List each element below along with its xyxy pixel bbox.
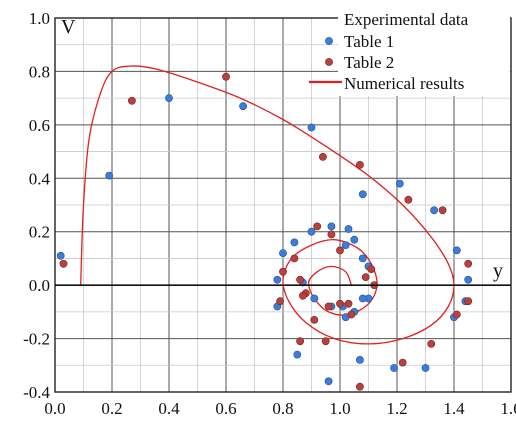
table-1-point (56, 251, 65, 260)
y-tick-label: -0.2 (23, 330, 50, 349)
table-2-point (355, 160, 364, 169)
y-tick-label: 0.6 (29, 116, 50, 135)
y-tick-label: 0.0 (29, 276, 50, 295)
plot-frame (54, 17, 512, 393)
table-2-point (298, 291, 307, 300)
x-tick-label: 1.6 (500, 399, 516, 418)
table-2-point (296, 337, 304, 346)
table-2-point (464, 259, 473, 268)
legend-label-numerical: Numerical results (344, 74, 464, 93)
table-1-point (358, 294, 367, 303)
table-2-point (296, 275, 304, 284)
table-1-point (464, 275, 473, 284)
table-1-point (324, 377, 333, 386)
table-2-point (355, 382, 364, 391)
table-1-point (341, 241, 350, 249)
table-1-point (395, 179, 404, 188)
table-1-point (358, 190, 367, 199)
table-1-point (293, 350, 302, 359)
table-2-point (313, 222, 322, 231)
x-tick-label: 0.0 (44, 399, 65, 418)
table-2-point (336, 246, 344, 255)
table-2-point (404, 195, 413, 204)
x-tick-label: 0.4 (158, 399, 180, 418)
table-2-point (324, 302, 333, 311)
table-2-point (452, 310, 461, 319)
legend-marker-table-1 (325, 37, 333, 45)
y-tick-label: 0.2 (29, 223, 50, 242)
table-1-point (279, 249, 287, 257)
x-tick-label: 0.2 (101, 399, 122, 418)
y-tick-label: 0.8 (29, 62, 50, 81)
table-2-point (327, 230, 336, 239)
table-1-point (452, 246, 461, 255)
table-2-point (361, 273, 370, 281)
table-1-point (355, 355, 364, 364)
table-2-point (438, 206, 447, 215)
table-2-point (318, 152, 327, 161)
series-table-2 (59, 72, 473, 391)
y-axis-label: V (61, 16, 76, 38)
x-tick-label: 0.8 (272, 399, 293, 418)
legend-marker-table-2 (325, 58, 333, 66)
table-1-point (358, 254, 367, 263)
table-1-point (239, 102, 247, 111)
table-2-point (279, 267, 287, 276)
table-1-point (165, 94, 173, 102)
table-2-point (427, 339, 436, 348)
x-tick-label: 1.4 (443, 399, 465, 418)
table-1-point (105, 171, 114, 180)
table-2-point (276, 297, 284, 306)
table-2-point (398, 358, 407, 367)
table-1-point (421, 364, 430, 372)
table-1-point (344, 225, 353, 233)
series-table-1 (56, 94, 473, 386)
table-1-point (307, 227, 316, 236)
table-1-point (430, 206, 438, 215)
y-tick-label: -0.4 (23, 383, 50, 402)
points-layer (56, 72, 473, 391)
x-tick-label: 1.0 (329, 399, 350, 418)
table-2-point (336, 299, 344, 308)
table-1-point (390, 364, 398, 372)
tick-labels: 0.0 0.2 0.4 0.6 0.8 1.0 1.2 1.4 1.6 -0.4 -0.2 0.0 0.… (23, 9, 516, 418)
legend-background (338, 8, 510, 96)
table-1-point (350, 235, 359, 244)
numerical-curve-layer (80, 65, 455, 345)
table-1-point (307, 123, 316, 132)
table-2-point (367, 265, 376, 273)
legend-title: Experimental data (344, 10, 469, 29)
table-1-point (327, 222, 336, 231)
table-2-point (222, 72, 230, 81)
table-2-point (347, 310, 356, 319)
table-1-point (310, 294, 319, 303)
legend-label-table-2: Table 2 (344, 53, 394, 72)
legend-label-table-1: Table 1 (344, 32, 394, 51)
numerical-results-curve (80, 65, 455, 345)
x-axis-label: y (493, 260, 503, 282)
x-tick-label: 0.6 (215, 399, 236, 418)
table-2-point (321, 337, 330, 346)
y-tick-label: 1.0 (29, 9, 50, 28)
table-2-point (464, 297, 473, 306)
table-2-point (59, 259, 68, 268)
table-2-point (290, 254, 299, 263)
x-tick-label: 1.2 (386, 399, 407, 418)
table-2-point (310, 315, 319, 324)
table-2-point (127, 96, 136, 105)
y-tick-label: 0.4 (29, 169, 51, 188)
legend: Experimental data Table 1 Table 2 Numeri… (309, 8, 510, 96)
table-1-point (273, 275, 282, 284)
table-2-point (344, 299, 353, 308)
table-1-point (290, 238, 299, 247)
